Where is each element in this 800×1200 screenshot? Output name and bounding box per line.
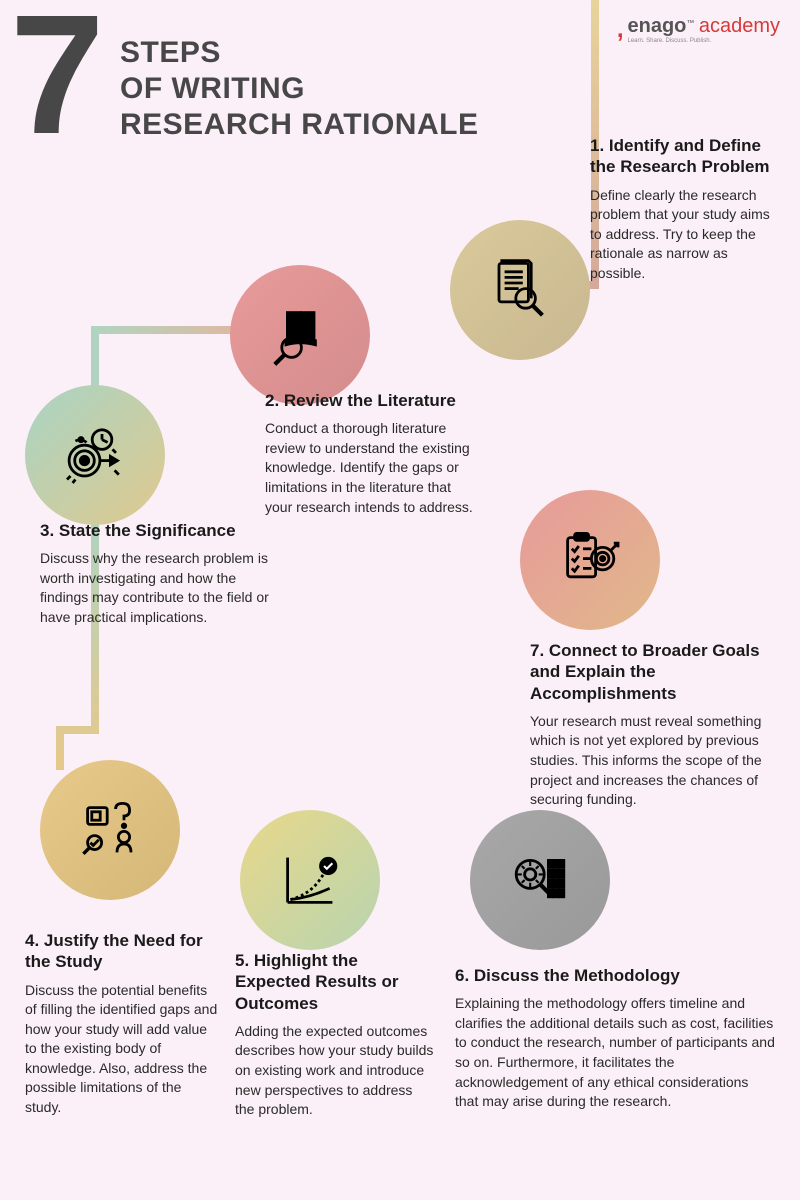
step4-body: Discuss the potential benefits of fillin…	[25, 981, 220, 1118]
question-icons-icon	[75, 795, 145, 865]
step3-body: Discuss why the research problem is wort…	[40, 549, 275, 627]
step3-title: 3. State the Significance	[40, 520, 275, 541]
step1: 1. Identify and Define the Research Prob…	[590, 135, 785, 283]
step3: 3. State the Significance Discuss why th…	[40, 520, 275, 628]
step4-title: 4. Justify the Need for the Study	[25, 930, 220, 973]
step2-circle	[240, 275, 360, 395]
step4-circle	[50, 770, 170, 890]
step2: 2. Review the Literature Conduct a thoro…	[265, 390, 475, 517]
step5-body: Adding the expected outcomes describes h…	[235, 1022, 435, 1120]
gear-magnifier-icon	[505, 845, 575, 915]
step1-title: 1. Identify and Define the Research Prob…	[590, 135, 785, 178]
step1-body: Define clearly the research problem that…	[590, 186, 785, 284]
step3-circle	[35, 395, 155, 515]
step4: 4. Justify the Need for the Study Discus…	[25, 930, 220, 1118]
step7-circle	[530, 500, 650, 620]
step6-circle	[480, 820, 600, 940]
step2-title: 2. Review the Literature	[265, 390, 475, 411]
step1-circle	[460, 230, 580, 350]
document-magnifier-icon	[485, 255, 555, 325]
target-clock-icon	[60, 420, 130, 490]
step7-body: Your research must reveal something whic…	[530, 712, 780, 810]
step7-title: 7. Connect to Broader Goals and Explain …	[530, 640, 780, 704]
step6: 6. Discuss the Methodology Explaining th…	[455, 965, 775, 1112]
chart-growth-icon	[275, 845, 345, 915]
step7: 7. Connect to Broader Goals and Explain …	[530, 640, 780, 810]
step6-title: 6. Discuss the Methodology	[455, 965, 775, 986]
step5-title: 5. Highlight the Expected Results or Out…	[235, 950, 435, 1014]
books-magnifier-icon	[265, 300, 335, 370]
step2-body: Conduct a thorough literature review to …	[265, 419, 475, 517]
clipboard-target-icon	[555, 525, 625, 595]
step5: 5. Highlight the Expected Results or Out…	[235, 950, 435, 1120]
step6-body: Explaining the methodology offers timeli…	[455, 994, 775, 1112]
step5-circle	[250, 820, 370, 940]
